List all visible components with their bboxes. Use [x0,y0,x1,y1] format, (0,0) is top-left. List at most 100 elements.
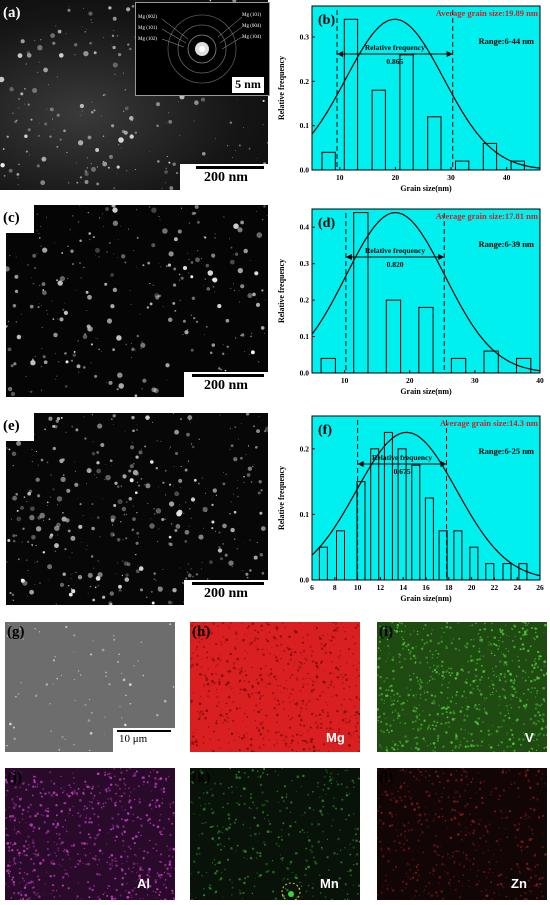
panel-label: (b) [318,13,335,28]
eds-panel-k: (k) Mn [190,768,360,900]
x-tick-label: 16 [422,583,430,592]
y-axis-label: Relative frequency [277,259,286,323]
eds-speckle-zn [377,768,547,900]
plot-area [311,208,541,374]
x-tick-label: 22 [491,583,499,592]
annotation-label: Relative frequency [365,43,425,52]
x-axis-label: Grain size(nm) [400,387,452,396]
eds-panel-g: 10 μm (g) [5,622,175,752]
tem-panel-a: Mg (002) Mg (101) Mg (102) Mg (101) Mg (… [0,0,270,190]
histogram-bar [502,563,512,581]
arrowhead-left [357,461,364,467]
x-tick-label: 18 [445,583,453,592]
x-tick-label: 40 [536,376,544,385]
y-tick-label: 0.1 [300,121,310,130]
annotation-label: Relative frequency [365,246,425,255]
eds-speckle-v [377,622,547,752]
element-label-al: Al [137,876,150,891]
histogram-bar [371,89,386,171]
tem-speckle-c [6,205,268,397]
panel-label-bg-c [0,205,34,233]
tem-image-e [6,413,268,605]
x-tick-label: 10 [341,376,349,385]
histogram-bar [453,530,463,581]
x-tick-label: 30 [447,173,455,182]
y-axis-label: Relative frequency [277,56,286,120]
histogram-bar [427,116,442,171]
fit-curve [311,211,541,372]
element-label-zn: Zn [511,876,527,891]
x-tick-label: 26 [536,583,544,592]
saed-label: Mg (102) [138,37,157,42]
tem-panel-e: 200 nm (e) [0,413,268,605]
eds-map-mg [190,622,360,752]
saed-label: Mg (104) [242,35,261,40]
x-tick-label: 14 [399,583,407,592]
panel-label-l: (l) [379,770,394,786]
x-tick-label: 6 [310,583,314,592]
scale-label-g: 10 μm [119,733,148,745]
annotation-value: 0.675 [394,467,411,476]
tem-image-c [6,205,268,397]
x-tick-label: 10 [354,583,362,592]
histogram-bar [385,299,402,374]
x-tick-label: 8 [333,583,337,592]
panel-label: (d) [318,216,335,231]
chart-title: Average grain size:17.81 nm [436,211,538,221]
eds-speckle-mn [190,768,360,900]
scale-box-g [113,728,175,752]
histogram-f: Relative frequency 0.675 Average grain siz… [277,415,544,603]
panel-label-i: (i) [379,624,394,640]
histogram-bar [455,160,470,171]
y-axis-label: Relative frequency [277,466,286,530]
panel-label-g: (g) [7,624,25,640]
x-tick-label: 30 [471,376,479,385]
histogram-bar [411,464,421,581]
tem-speckle-e [6,413,268,605]
panel-label-k: (k) [192,770,211,786]
annotation-label: Relative frequency [372,453,432,462]
panel-label-a: (a) [3,5,21,21]
eds-map-al [5,768,175,900]
y-tick-label: 0.1 [300,510,310,519]
histogram-bar [450,357,467,374]
sem-speckle-g [6,623,175,752]
y-tick-label: 0.2 [300,77,310,86]
panel-label-e: (e) [3,418,20,434]
plot-area [311,5,541,171]
inset-scale-bar [232,77,264,93]
mn-particle-marker [281,882,301,900]
arrowhead-right [446,51,453,57]
y-tick-label: 0.0 [300,166,310,175]
fit-curve [311,431,541,577]
annotation-value: 0.865 [386,57,403,66]
eds-speckle-mg [190,622,360,752]
eds-panel-h: (h) Mg [190,622,360,752]
scale-label-e: 200 nm [204,586,248,601]
panel-label: (f) [318,423,332,438]
histogram-b: Relative frequency 0.865 Average grain siz… [277,5,541,193]
chart-title: Average grain size:19.89 nm [436,8,538,18]
y-tick-label: 0.3 [300,259,310,268]
scale-label-c: 200 nm [204,378,248,393]
x-axis-label: Grain size(nm) [400,594,452,603]
scale-bar-c [192,374,264,377]
histogram-bar [516,357,532,374]
eds-speckle-al [5,768,175,900]
scale-label-a: 200 nm [204,170,248,185]
histogram-bar [370,448,380,581]
inset-scale-label: 5 nm [235,77,261,91]
y-tick-label: 0.1 [300,332,310,341]
element-label-mn: Mn [320,876,339,891]
annotation-value: 0.820 [387,260,404,269]
histogram-bar [483,350,499,374]
saed-label: Mg (002) [138,15,157,20]
histogram-bar [424,497,434,581]
eds-map-mn [190,768,360,900]
histogram-bar [318,546,328,581]
histogram-bar [353,212,369,374]
x-tick-label: 20 [406,376,414,385]
histogram-bar [485,563,495,581]
y-tick-label: 0.2 [300,296,310,305]
range-text: Range:6-44 nm [479,36,534,46]
